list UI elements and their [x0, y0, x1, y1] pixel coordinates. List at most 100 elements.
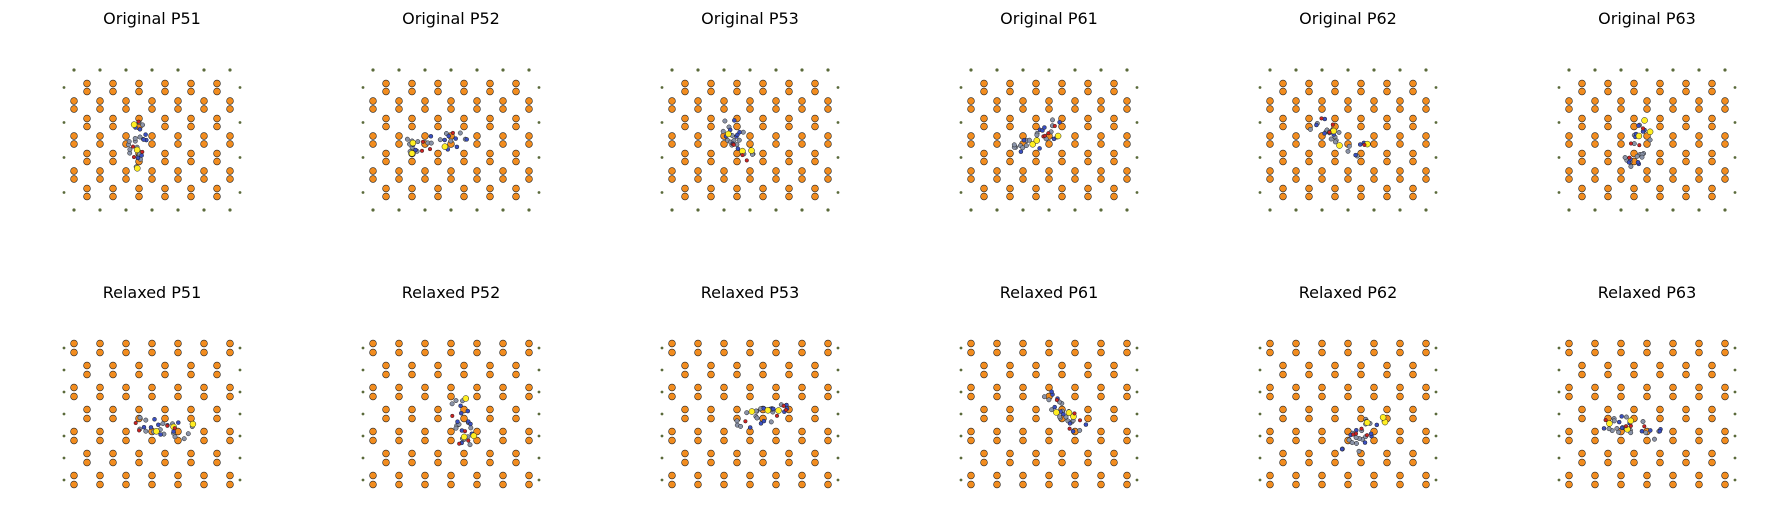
- lattice-atom: [1292, 105, 1300, 113]
- lattice-atom: [1630, 122, 1638, 131]
- lattice-atom: [1084, 361, 1092, 370]
- lattice-atom: [746, 471, 754, 480]
- lattice-atom: [122, 105, 130, 113]
- lattice-atom: [1396, 105, 1404, 113]
- lattice-atom: [1019, 436, 1027, 445]
- lattice-atom: [96, 339, 104, 348]
- lattice-atom: [1006, 157, 1014, 166]
- lattice-atom: [811, 157, 819, 166]
- adsorbate-atom: [442, 137, 447, 143]
- lattice-atom: [694, 167, 702, 175]
- lattice-atom: [1682, 405, 1690, 414]
- lattice-edge-atom: [1135, 86, 1139, 89]
- lattice-edge-atom: [150, 68, 154, 72]
- lattice-atom: [720, 383, 728, 392]
- lattice-edge-atom: [1135, 156, 1139, 159]
- lattice-atom: [1305, 370, 1313, 379]
- lattice-atom: [148, 339, 156, 348]
- lattice-atom: [1669, 480, 1677, 489]
- lattice-atom: [525, 392, 533, 401]
- lattice-edge-atom: [660, 412, 664, 416]
- lattice-atom: [1370, 132, 1378, 140]
- lattice-atom: [967, 97, 975, 105]
- lattice-atom: [785, 79, 793, 88]
- lattice-atom: [759, 458, 767, 467]
- lattice-edge-atom: [774, 68, 778, 72]
- lattice-atom: [161, 149, 169, 158]
- lattice-atom: [122, 348, 130, 357]
- lattice-atom: [1019, 97, 1027, 105]
- lattice-atom: [1318, 471, 1326, 480]
- lattice-atom: [1383, 458, 1391, 467]
- adsorbate-atom: [466, 438, 471, 443]
- lattice-edge-atom: [449, 68, 453, 72]
- lattice-edge-atom: [62, 86, 66, 89]
- adsorbate-atom: [1640, 419, 1646, 424]
- lattice-atom: [109, 405, 117, 414]
- lattice-edge-atom: [722, 68, 726, 72]
- lattice-atom: [434, 370, 442, 379]
- lattice-atom: [83, 449, 91, 458]
- lattice-edge-atom: [1135, 412, 1139, 416]
- lattice-edge-atom: [836, 456, 840, 460]
- adsorbate-atom: [1077, 427, 1083, 433]
- lattice-edge-atom: [1258, 191, 1262, 194]
- lattice-edge-atom: [1294, 68, 1298, 72]
- lattice-atom: [967, 175, 975, 183]
- lattice-edge-atom: [228, 68, 232, 72]
- lattice-atom: [993, 97, 1001, 105]
- lattice-atom: [1591, 105, 1599, 113]
- lattice-atom: [1110, 405, 1118, 414]
- lattice-edge-atom: [660, 156, 664, 159]
- lattice-atom: [967, 167, 975, 175]
- adsorbate-atom: [1339, 446, 1345, 452]
- lattice-atom: [1058, 122, 1066, 131]
- lattice-atom: [1669, 348, 1677, 357]
- lattice-atom: [1617, 471, 1625, 480]
- adsorbate-atom: [735, 146, 741, 151]
- adsorbate-atom: [731, 142, 736, 147]
- lattice-edge-atom: [1434, 86, 1438, 89]
- adsorbate-atom: [428, 140, 434, 146]
- lattice-atom: [746, 436, 754, 445]
- lattice-atom: [395, 436, 403, 445]
- lattice-atom: [122, 97, 130, 105]
- lattice-atom: [980, 149, 988, 158]
- lattice-atom: [1721, 480, 1729, 489]
- lattice-edge-atom: [361, 478, 365, 482]
- lattice-atom: [733, 370, 741, 379]
- adsorbate-atom: [134, 165, 141, 172]
- lattice-edge-atom: [1733, 478, 1737, 482]
- lattice-edge-atom: [660, 191, 664, 194]
- lattice-edge-atom: [1258, 390, 1262, 394]
- lattice-edge-atom: [1557, 121, 1561, 124]
- lattice-atom: [1110, 122, 1118, 131]
- lattice-atom: [1266, 105, 1274, 113]
- lattice-atom: [226, 140, 234, 148]
- lattice-atom: [382, 157, 390, 166]
- lattice-atom: [187, 79, 195, 88]
- lattice-atom: [1409, 458, 1417, 467]
- lattice-atom: [109, 114, 117, 123]
- lattice-atom: [1110, 79, 1118, 88]
- lattice-edge-atom: [826, 208, 830, 212]
- lattice-atom: [499, 339, 507, 348]
- lattice-atom: [1097, 383, 1105, 392]
- lattice-edge-atom: [1398, 68, 1402, 72]
- lattice-atom: [824, 436, 832, 445]
- lattice-atom: [473, 132, 481, 140]
- lattice-atom: [512, 192, 520, 201]
- lattice-atom: [798, 105, 806, 113]
- lattice-atom: [96, 471, 104, 480]
- lattice-atom: [1292, 339, 1300, 348]
- lattice-atom: [460, 114, 468, 123]
- lattice-atom: [213, 79, 221, 88]
- lattice-atom: [369, 105, 377, 113]
- lattice-edge-atom: [959, 478, 963, 482]
- lattice-atom: [1578, 361, 1586, 370]
- lattice-atom: [1656, 184, 1664, 193]
- lattice-edge-atom: [995, 208, 999, 212]
- lattice-edge-atom: [1372, 208, 1376, 212]
- lattice-edge-atom: [238, 412, 242, 416]
- lattice-atom: [1266, 480, 1274, 489]
